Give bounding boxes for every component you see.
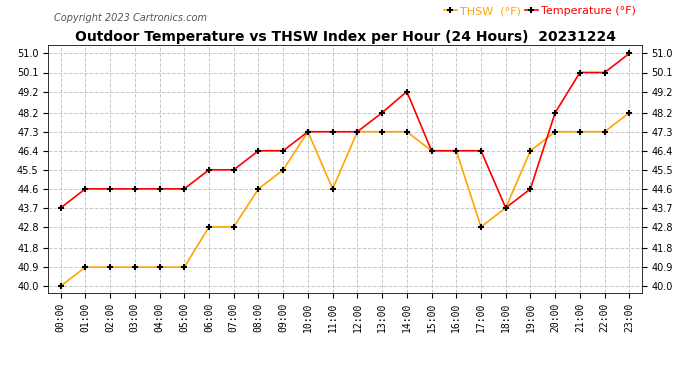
- Temperature (°F): [304, 129, 312, 134]
- THSW  (°F): [155, 265, 164, 269]
- Text: Copyright 2023 Cartronics.com: Copyright 2023 Cartronics.com: [55, 13, 207, 23]
- THSW  (°F): [81, 265, 90, 269]
- Temperature (°F): [502, 206, 510, 210]
- Temperature (°F): [230, 168, 238, 172]
- THSW  (°F): [502, 206, 510, 210]
- Temperature (°F): [106, 187, 115, 191]
- THSW  (°F): [106, 265, 115, 269]
- THSW  (°F): [279, 168, 287, 172]
- THSW  (°F): [526, 148, 535, 153]
- Temperature (°F): [81, 187, 90, 191]
- THSW  (°F): [378, 129, 386, 134]
- Temperature (°F): [551, 111, 560, 115]
- THSW  (°F): [477, 225, 485, 229]
- THSW  (°F): [625, 111, 633, 115]
- Legend: THSW  (°F), Temperature (°F): THSW (°F), Temperature (°F): [444, 6, 636, 16]
- Temperature (°F): [130, 187, 139, 191]
- Temperature (°F): [328, 129, 337, 134]
- THSW  (°F): [600, 129, 609, 134]
- Temperature (°F): [353, 129, 362, 134]
- THSW  (°F): [353, 129, 362, 134]
- THSW  (°F): [427, 148, 435, 153]
- THSW  (°F): [328, 187, 337, 191]
- Temperature (°F): [427, 148, 435, 153]
- Temperature (°F): [575, 70, 584, 75]
- Temperature (°F): [279, 148, 287, 153]
- Title: Outdoor Temperature vs THSW Index per Hour (24 Hours)  20231224: Outdoor Temperature vs THSW Index per Ho…: [75, 30, 615, 44]
- THSW  (°F): [452, 148, 460, 153]
- THSW  (°F): [57, 284, 65, 288]
- Temperature (°F): [155, 187, 164, 191]
- Temperature (°F): [180, 187, 188, 191]
- Temperature (°F): [378, 111, 386, 115]
- Temperature (°F): [526, 187, 535, 191]
- Temperature (°F): [403, 89, 411, 94]
- THSW  (°F): [403, 129, 411, 134]
- Temperature (°F): [205, 168, 213, 172]
- THSW  (°F): [130, 265, 139, 269]
- THSW  (°F): [230, 225, 238, 229]
- Temperature (°F): [452, 148, 460, 153]
- THSW  (°F): [551, 129, 560, 134]
- THSW  (°F): [575, 129, 584, 134]
- Temperature (°F): [477, 148, 485, 153]
- Temperature (°F): [57, 206, 65, 210]
- Temperature (°F): [255, 148, 263, 153]
- THSW  (°F): [304, 129, 312, 134]
- THSW  (°F): [255, 187, 263, 191]
- THSW  (°F): [180, 265, 188, 269]
- Temperature (°F): [600, 70, 609, 75]
- Line: THSW  (°F): THSW (°F): [57, 109, 633, 290]
- Temperature (°F): [625, 51, 633, 56]
- THSW  (°F): [205, 225, 213, 229]
- Line: Temperature (°F): Temperature (°F): [57, 50, 633, 211]
